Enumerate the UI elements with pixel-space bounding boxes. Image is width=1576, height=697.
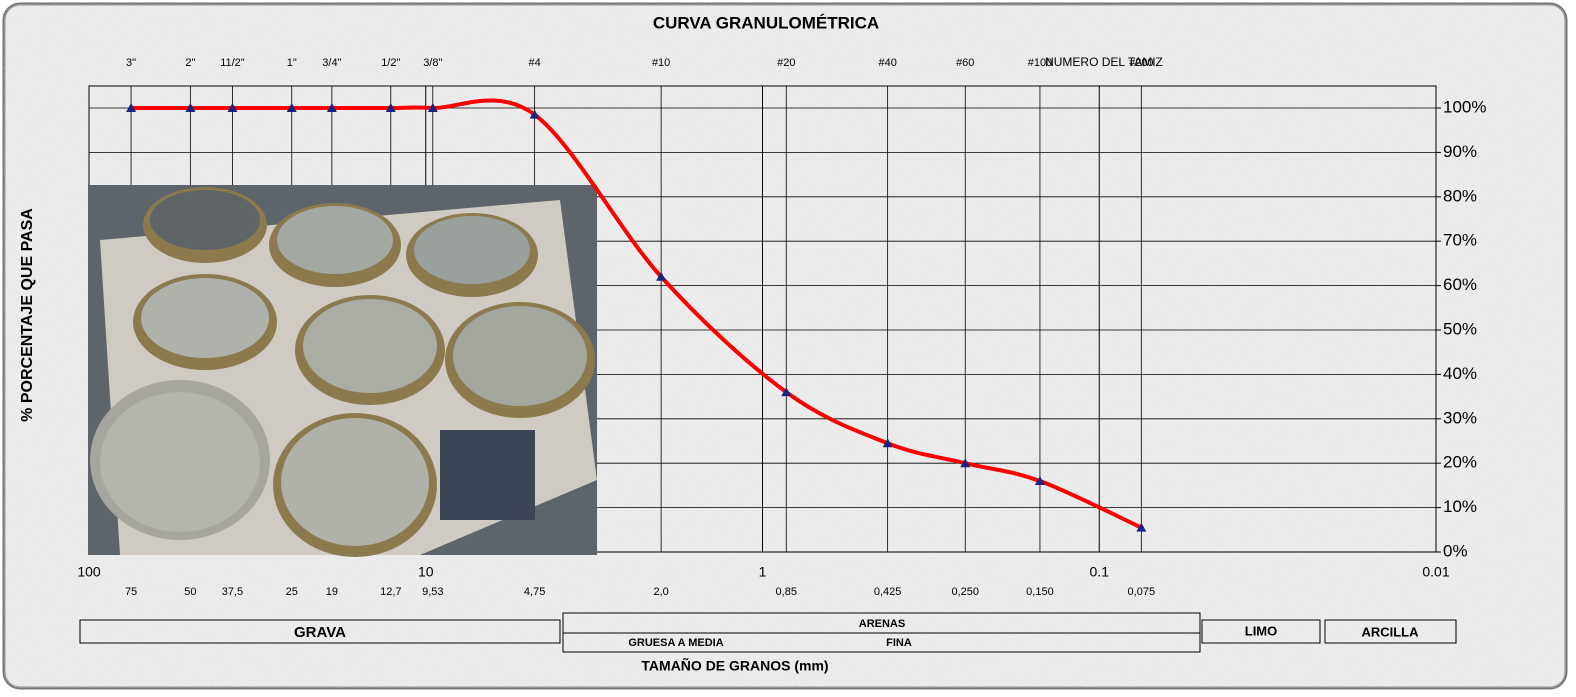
sieve-name: 1/2"	[381, 57, 400, 69]
class-label: ARENAS	[859, 618, 905, 630]
sieve-name: #20	[777, 57, 795, 69]
sieve-name: 3/4"	[322, 57, 341, 69]
sieve-size-label: 0,425	[874, 586, 902, 598]
x-tick-label: 0.01	[1422, 564, 1449, 580]
point-marker	[882, 438, 893, 448]
y-tick-label: 70%	[1443, 231, 1477, 250]
sieve-name: #100	[1028, 57, 1052, 69]
sieve-size-label: 12,7	[380, 586, 401, 598]
sieve-size-label: 37,5	[222, 586, 243, 598]
x-axis-label: TAMAÑO DE GRANOS (mm)	[641, 657, 828, 674]
y-tick-label: 80%	[1443, 186, 1477, 205]
sieve-size-label: 0,075	[1128, 586, 1156, 598]
sieve-size-label: 9,53	[422, 586, 443, 598]
x-tick-label: 100	[77, 564, 101, 580]
point-marker	[185, 103, 196, 112]
y-axis-label: % PORCENTAJE QUE PASA	[19, 208, 36, 422]
sieve-size-label: 19	[326, 586, 338, 598]
y-tick-label: 60%	[1443, 275, 1477, 294]
sieve-size-label: 75	[125, 586, 137, 598]
sieve-size-label: 50	[184, 586, 196, 598]
curve	[131, 98, 1143, 530]
sieve-size-label: 0,85	[776, 586, 797, 598]
y-tick-label: 100%	[1443, 97, 1486, 116]
point-marker	[326, 103, 337, 112]
class-label: GRAVA	[294, 624, 346, 641]
point-marker	[781, 387, 792, 397]
y-tick-label: 50%	[1443, 319, 1477, 338]
class-label: GRUESA A MEDIA	[628, 637, 723, 649]
class-label: FINA	[886, 637, 912, 649]
sieve-size-label: 0,250	[951, 586, 979, 598]
sieve-name: 11/2"	[220, 57, 245, 69]
sieve-name: #60	[956, 57, 974, 69]
y-tick-label: 40%	[1443, 364, 1477, 383]
y-tick-label: 30%	[1443, 408, 1477, 427]
point-marker	[227, 103, 238, 112]
point-marker	[427, 103, 438, 112]
y-tick-label: 10%	[1443, 497, 1477, 516]
chart-title: CURVA GRANULOMÉTRICA	[653, 13, 879, 32]
class-label: ARCILLA	[1361, 624, 1419, 639]
y-tick-label: 20%	[1443, 453, 1477, 472]
sieve-name: #4	[528, 57, 540, 69]
x-tick-label: 1	[759, 564, 767, 580]
sieve-name: #40	[878, 57, 896, 69]
point-marker	[126, 103, 137, 112]
sieve-name: 2"	[185, 57, 195, 69]
point-marker	[1136, 522, 1147, 532]
point-marker	[286, 103, 297, 112]
point-marker	[656, 271, 667, 281]
point-marker	[960, 458, 971, 468]
soil-classes	[79, 612, 1457, 653]
x-tick-label: 10	[418, 564, 434, 580]
sieve-photo	[88, 185, 597, 557]
sieve-name: #10	[652, 57, 670, 69]
y-tick-label: 0%	[1443, 541, 1468, 560]
sieve-name: 1"	[287, 57, 297, 69]
point-marker	[529, 109, 540, 119]
class-label: LIMO	[1245, 623, 1278, 638]
sieve-size-label: 4,75	[524, 586, 545, 598]
point-marker	[1034, 475, 1045, 485]
sieve-name: #200	[1129, 57, 1153, 69]
sieve-name: 3/8"	[423, 57, 442, 69]
sieve-size-label: 0,150	[1026, 586, 1054, 598]
sieve-size-label: 25	[286, 586, 298, 598]
point-marker	[385, 103, 396, 112]
y-tick-label: 90%	[1443, 142, 1477, 161]
sieve-name: 3"	[126, 57, 136, 69]
marks	[126, 98, 1147, 532]
sieve-axis-label: NUMERO DEL TAMIZ	[1045, 55, 1163, 69]
x-tick-label: 0.1	[1090, 564, 1110, 580]
sieve-size-label: 2,0	[653, 586, 668, 598]
